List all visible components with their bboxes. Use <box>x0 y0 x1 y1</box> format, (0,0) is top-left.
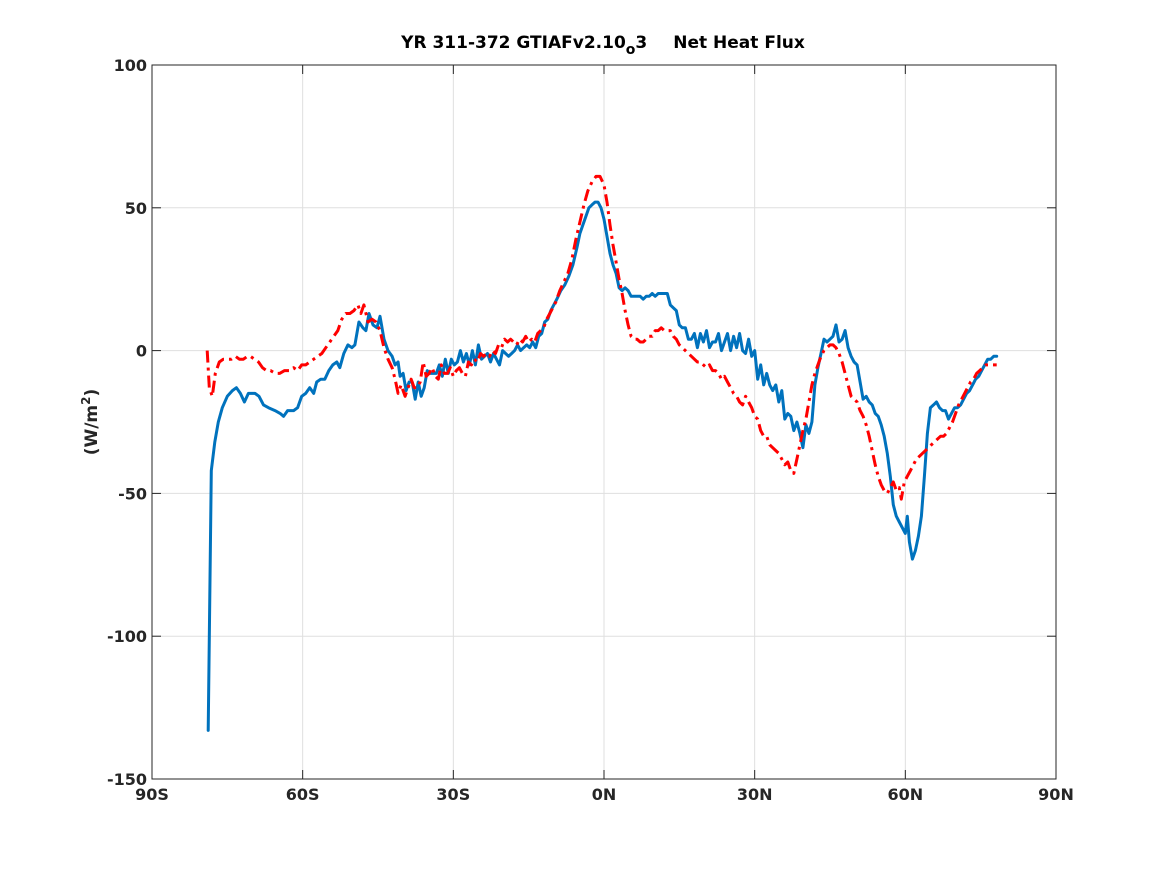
x-tick-labels: 90S 60S 30S 0N 30N 60N 90N <box>135 785 1074 804</box>
y-tick-label: 100 <box>114 56 147 75</box>
y-tick-label: -100 <box>107 627 147 646</box>
x-tick-label: 0N <box>592 785 617 804</box>
y-tick-label: 50 <box>125 199 147 218</box>
y-axis-label: (W/m2) <box>79 389 102 456</box>
y-tick-labels: 100 50 0 -50 -100 -150 <box>107 56 147 789</box>
x-tick-label: 90S <box>135 785 169 804</box>
y-tick-label: 0 <box>136 342 147 361</box>
x-tick-label: 90N <box>1038 785 1074 804</box>
chart-title: YR 311-372 GTIAFv2.10o3 Net Heat Flux <box>400 33 805 58</box>
x-tick-label: 60N <box>888 785 924 804</box>
y-tick-label: -50 <box>118 484 147 503</box>
tick-marks <box>151 64 1057 780</box>
series-layer <box>205 174 999 732</box>
series-line-2 <box>205 174 997 501</box>
x-tick-label: 30N <box>737 785 773 804</box>
series-line-1 <box>206 200 999 732</box>
x-tick-label: 60S <box>286 785 320 804</box>
y-tick-label: -150 <box>107 770 147 789</box>
x-tick-label: 30S <box>436 785 470 804</box>
